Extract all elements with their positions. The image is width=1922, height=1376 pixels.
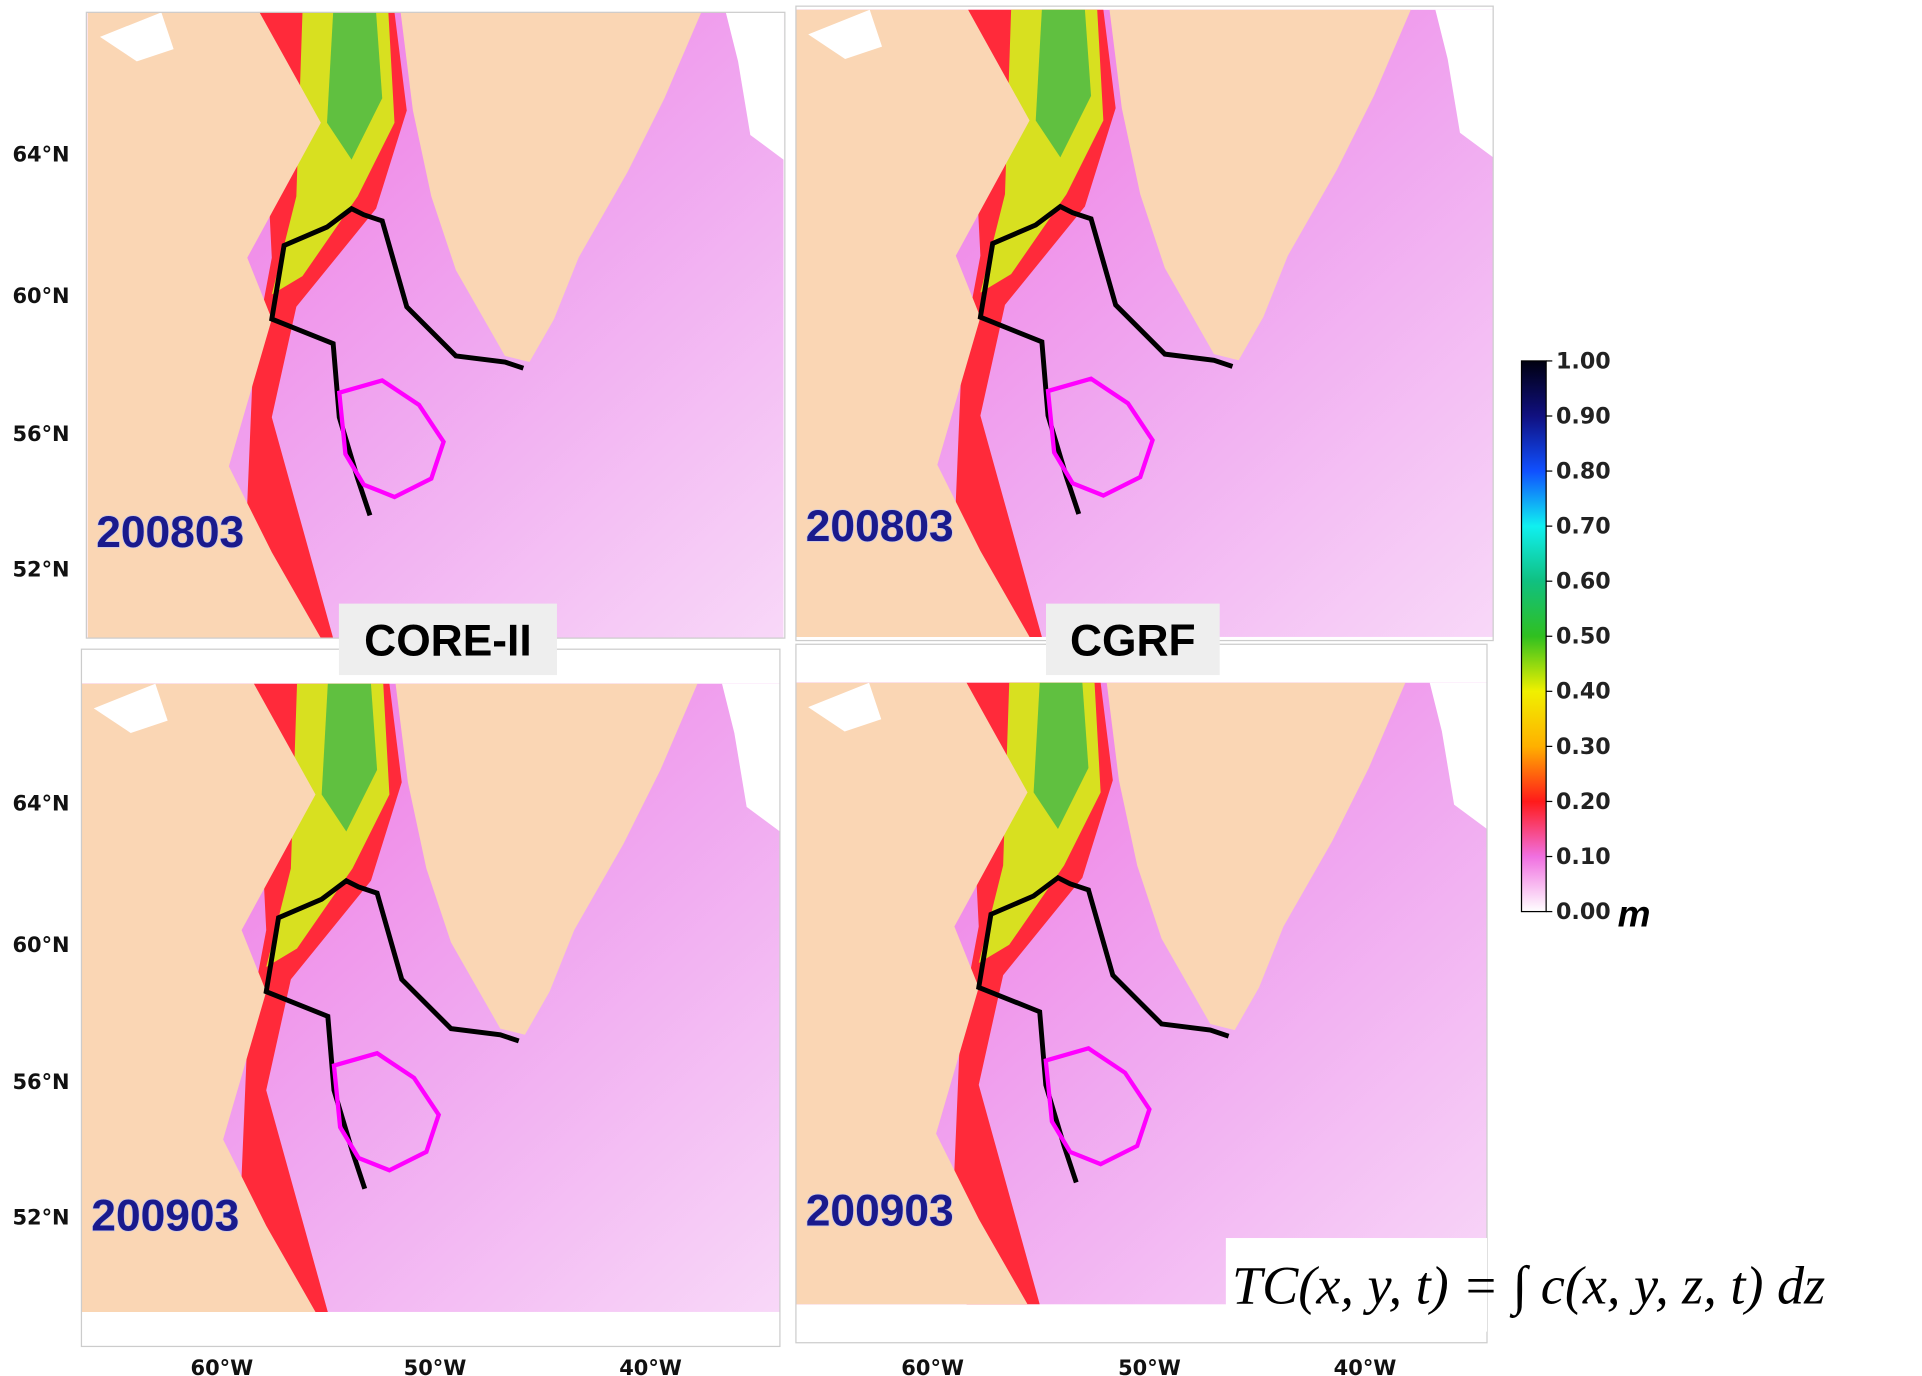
lon-label: 40°W bbox=[619, 1356, 682, 1376]
column-label-box bbox=[338, 603, 557, 676]
colorbar-tick-label: 0.40 bbox=[1556, 679, 1611, 705]
lat-label: 64°N bbox=[12, 142, 69, 166]
lon-label: 40°W bbox=[1334, 1356, 1397, 1376]
colorbar-tick-label: 0.60 bbox=[1556, 569, 1611, 595]
colorbar-tick-label: 0.10 bbox=[1556, 844, 1611, 870]
lat-label: 60°N bbox=[12, 284, 69, 308]
lat-label: 64°N bbox=[12, 792, 69, 816]
colorbar-tick-label: 0.30 bbox=[1556, 734, 1611, 760]
column-label: CORE-II bbox=[364, 616, 531, 665]
colorbar-tick-label: 1.00 bbox=[1556, 348, 1611, 374]
labels: 200803 200803 200903 200903 CORE-II CGRF 64°N 6… bbox=[12, 142, 1650, 1376]
panel-date: 200903 bbox=[806, 1187, 954, 1236]
lon-label: 50°W bbox=[404, 1356, 467, 1376]
colorbar-tick-label: 0.70 bbox=[1556, 514, 1611, 540]
formula: TC(x, y, t) = ∫ c(x, y, z, t) dz bbox=[1232, 1255, 1825, 1318]
formula-box bbox=[1225, 1238, 1488, 1332]
lon-label: 60°W bbox=[901, 1356, 964, 1376]
column-label: CGRF bbox=[1070, 616, 1196, 665]
colorbar-tick-label: 0.20 bbox=[1556, 789, 1611, 815]
lon-label: 50°W bbox=[1118, 1356, 1181, 1376]
lat-label: 52°N bbox=[12, 1205, 69, 1229]
colorbar-tick-label: 0.80 bbox=[1556, 458, 1611, 484]
column-label-box bbox=[1045, 603, 1220, 676]
panel-date: 200803 bbox=[96, 508, 244, 557]
lon-label: 60°W bbox=[191, 1356, 254, 1376]
colorbar-tick-label: 0.00 bbox=[1556, 899, 1611, 925]
colorbar-unit: m bbox=[1618, 893, 1651, 934]
colorbar-tick-label: 0.50 bbox=[1556, 624, 1611, 650]
colorbar bbox=[1520, 360, 1547, 913]
colorbar-tick-label: 0.90 bbox=[1556, 403, 1611, 429]
lat-label: 56°N bbox=[12, 1070, 69, 1094]
panel-date: 200903 bbox=[91, 1192, 239, 1241]
panels bbox=[80, 5, 1494, 1348]
panel-date: 200803 bbox=[806, 502, 954, 551]
lat-label: 52°N bbox=[12, 558, 69, 582]
lat-label: 56°N bbox=[12, 422, 69, 446]
lat-label: 60°N bbox=[12, 933, 69, 957]
